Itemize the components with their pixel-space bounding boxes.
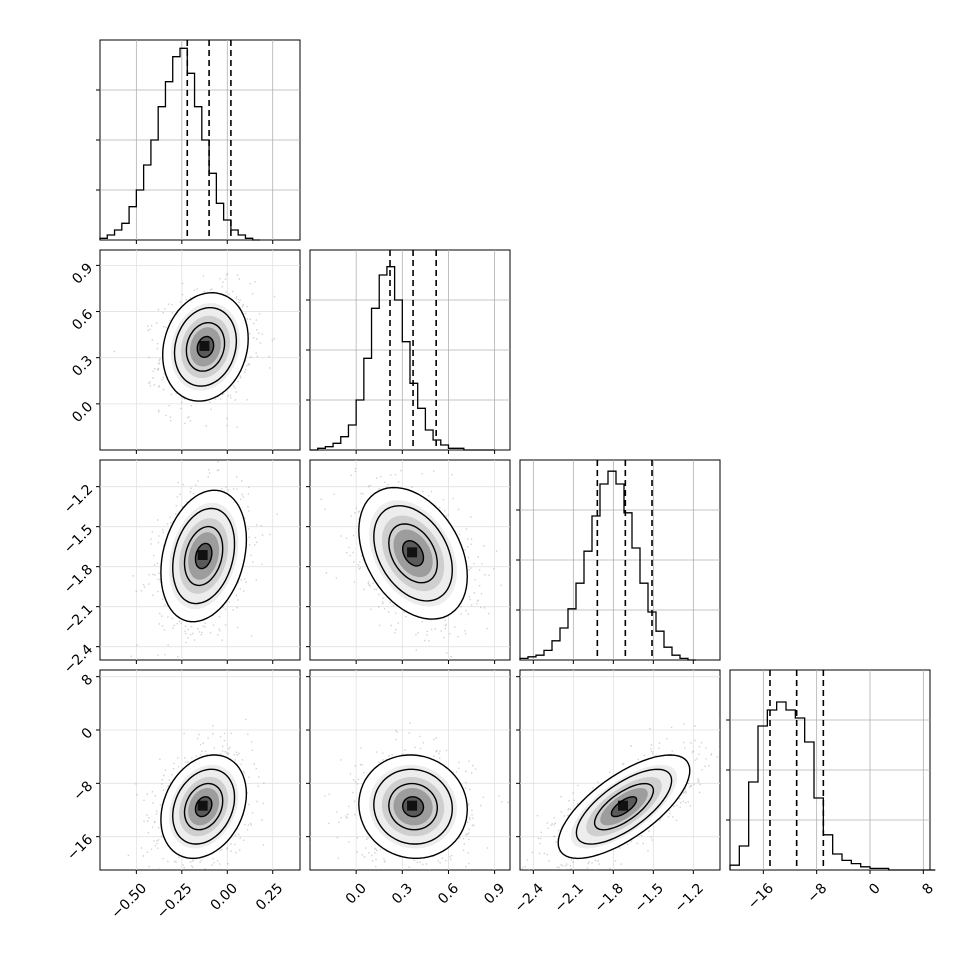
contour-line: [183, 782, 224, 831]
contour-line: [402, 796, 425, 818]
x-tick-label: 0.0: [343, 880, 370, 907]
contour-line: [388, 523, 439, 584]
x-tick-label: 8: [919, 880, 937, 898]
y-tick-label: −1.8: [61, 562, 96, 597]
hist-panel-3: [726, 669, 936, 874]
density-peak: [407, 547, 418, 558]
contour-line: [402, 539, 425, 567]
y-tick-label: −2.1: [61, 602, 96, 637]
contour-line: [358, 754, 469, 859]
x-tick-label: 0.6: [435, 880, 462, 907]
y-tick-label: 0.3: [69, 353, 96, 380]
contour-line: [388, 782, 439, 831]
contour-line: [171, 507, 236, 605]
contour-line: [194, 796, 213, 818]
pair-content: [520, 670, 720, 870]
density-peak: [407, 800, 418, 811]
x-tick-label: −2.4: [512, 880, 547, 915]
y-tick-label: −1.2: [61, 482, 96, 517]
x-tick-label: −16: [745, 880, 777, 912]
y-tick-label: −2.4: [61, 642, 96, 677]
density-peak: [197, 550, 208, 560]
y-tick-label: 0.0: [69, 399, 96, 426]
contour-line: [358, 486, 469, 620]
y-tick-label: 0: [79, 725, 97, 743]
pair-content: [310, 460, 510, 660]
hist-panel-0: [96, 39, 301, 244]
hist-step: [519, 470, 696, 661]
y-tick-label: 0.6: [69, 306, 96, 333]
x-tick-label: −0.50: [108, 880, 150, 922]
x-tick-label: 0.9: [481, 880, 508, 907]
contour-line: [160, 754, 248, 859]
contour-line: [171, 768, 236, 845]
contour-line: [161, 291, 249, 402]
y-tick-label: 8: [79, 672, 97, 690]
x-tick-label: −0.25: [154, 880, 196, 922]
y-tick-label: −1.5: [61, 522, 96, 557]
pair-content: [100, 460, 300, 660]
y-tick-label: −16: [64, 832, 96, 864]
pair-panel-3-0: [96, 669, 301, 874]
hist-panel-1: [306, 249, 511, 454]
x-tick-label: −1.2: [672, 880, 707, 915]
contour-line: [196, 335, 215, 358]
y-tick-label: 0.9: [69, 260, 96, 287]
pair-content: [310, 670, 510, 870]
contour-line: [185, 322, 226, 372]
hist-step: [729, 701, 936, 871]
density-peak: [618, 800, 628, 811]
pair-panel-3-1: [306, 669, 511, 874]
hist-step: [99, 47, 260, 241]
x-tick-label: 0.25: [253, 880, 286, 913]
y-tick-label: −8: [70, 778, 96, 804]
density-peak: [197, 800, 208, 811]
density-peak: [199, 340, 210, 351]
contour-line: [593, 782, 655, 831]
contour-line: [173, 307, 238, 387]
contour-line: [373, 505, 454, 602]
pair-panel-2-1: [306, 459, 511, 664]
x-tick-label: −1.5: [632, 880, 667, 915]
pair-panel-3-2: [516, 669, 721, 874]
x-tick-label: 0: [866, 880, 884, 898]
hist-step: [310, 266, 495, 451]
contour-line: [373, 768, 454, 845]
pair-content: [100, 250, 300, 450]
x-tick-label: 0.3: [389, 880, 416, 907]
pair-panel-2-0: [96, 459, 301, 664]
x-tick-label: −1.8: [592, 880, 627, 915]
contour-line: [160, 489, 248, 623]
x-tick-label: −2.1: [552, 880, 587, 915]
pair-content: [100, 670, 300, 870]
contour-line: [557, 754, 691, 860]
contour-line: [183, 525, 224, 587]
contour-line: [194, 542, 213, 570]
x-tick-label: 0.00: [208, 880, 241, 913]
contour-line: [610, 796, 638, 818]
x-tick-label: −8: [804, 880, 830, 906]
hist-panel-2: [516, 459, 721, 664]
contour-line: [575, 768, 673, 845]
pair-panel-1-0: [96, 249, 301, 454]
